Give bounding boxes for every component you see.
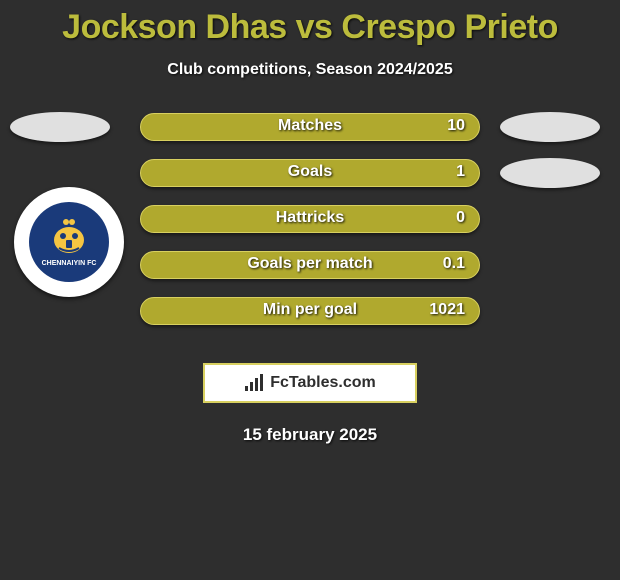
stat-value: 1 (456, 163, 465, 181)
branding-box: FcTables.com (203, 363, 417, 403)
stat-row: Min per goal 1021 (0, 297, 620, 343)
date-text: 15 february 2025 (0, 425, 620, 445)
page-title: Jockson Dhas vs Crespo Prieto (0, 0, 620, 47)
club-name-text: CHENNAIYIN FC (42, 260, 97, 267)
stat-label: Goals (140, 163, 480, 181)
player-left-placeholder (10, 112, 110, 142)
stat-label: Goals per match (140, 255, 480, 273)
chart-logo-icon (244, 374, 264, 392)
stat-label: Matches (140, 117, 480, 135)
stat-value: 0.1 (443, 255, 465, 273)
player-right-placeholder (500, 158, 600, 188)
stat-row: Matches 10 (0, 113, 620, 159)
subtitle: Club competitions, Season 2024/2025 (0, 61, 620, 79)
branding-text: FcTables.com (270, 374, 376, 392)
club-badge-inner: CHENNAIYIN FC (29, 202, 109, 282)
stat-label: Hattricks (140, 209, 480, 227)
player-right-placeholder (500, 112, 600, 142)
stat-value: 10 (447, 117, 465, 135)
club-badge: CHENNAIYIN FC (14, 187, 124, 297)
stat-value: 0 (456, 209, 465, 227)
stat-value: 1021 (429, 301, 465, 319)
comparison-chart: Matches 10 Goals 1 Hattricks 0 Goals per… (0, 113, 620, 343)
club-mask-icon (49, 218, 89, 258)
